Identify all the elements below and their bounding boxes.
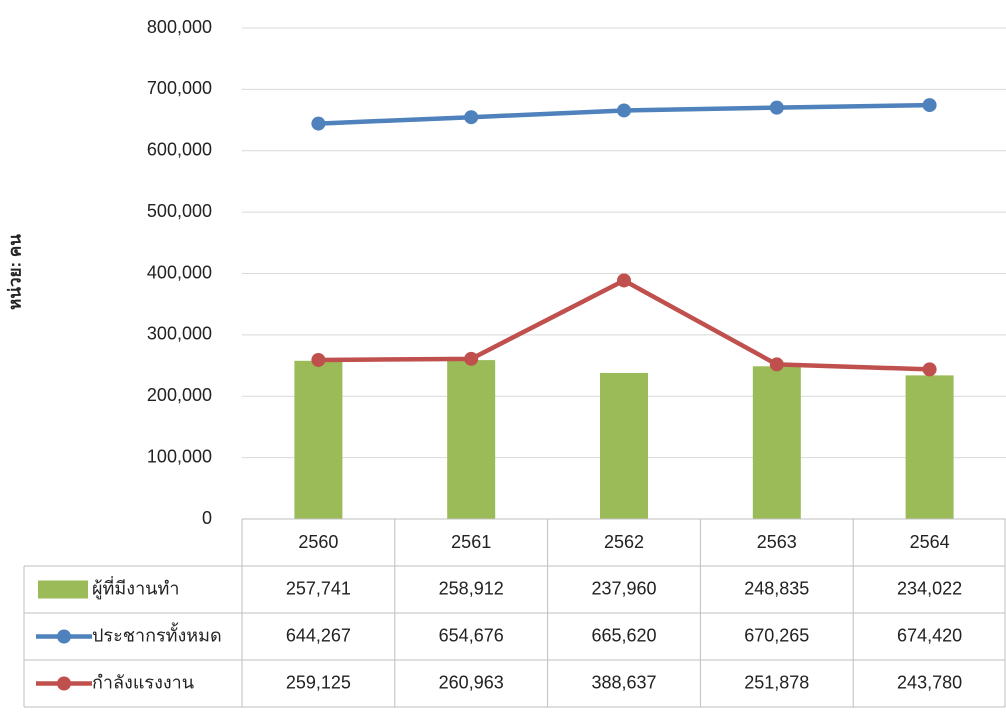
y-tick-label: 600,000 [147,140,212,160]
line [318,278,930,372]
marker [311,352,326,367]
marker [464,351,479,366]
bar [294,360,343,519]
x-tick-label: 2560 [298,532,338,552]
marker [464,110,479,125]
table-value: 237,960 [591,578,656,598]
table-value: 670,265 [744,625,809,645]
table-value: 644,267 [286,625,351,645]
marker [311,116,326,131]
y-tick-label: 400,000 [147,262,212,282]
y-tick-label: 800,000 [147,17,212,37]
table-value: 674,420 [897,625,962,645]
table-value: 260,963 [439,672,504,692]
marker [922,98,937,113]
y-tick-label: 100,000 [147,446,212,466]
y-axis-label: หน่วย: คน [5,234,24,310]
marker [922,362,937,377]
legend-key [38,580,88,599]
x-tick-label: 2562 [604,532,644,552]
table-value: 248,835 [744,578,809,598]
bar [905,375,954,519]
table-value: 654,676 [439,625,504,645]
bar [600,372,648,519]
x-tick-label: 2563 [757,532,797,552]
marker [769,357,784,372]
y-tick-label: 300,000 [147,324,212,344]
marker [617,273,631,288]
y-tick-label: 200,000 [147,385,212,405]
table-value: 258,912 [439,578,504,598]
marker [617,103,631,118]
x-tick-label: 2564 [910,532,950,552]
bar [447,360,496,519]
table-value: 243,780 [897,672,962,692]
legend-label: กำลังแรงงาน [92,672,194,692]
legend-label: ผู้ที่มีงานทำ [92,575,179,599]
table-value: 234,022 [897,578,962,598]
table-value: 388,637 [591,672,656,692]
y-tick-label: 0 [202,508,212,528]
legend-key [57,629,71,644]
legend-label: ประชากรทั้งหมด [92,622,222,645]
y-tick-label: 500,000 [147,201,212,221]
legend-key [57,676,71,691]
x-tick-label: 2561 [451,532,491,552]
table-value: 251,878 [744,672,809,692]
table-value: 259,125 [286,672,351,692]
bar [752,366,801,519]
table-value: 257,741 [286,578,351,598]
marker [769,100,784,115]
y-tick-label: 700,000 [147,78,212,98]
table-value: 665,620 [591,625,656,645]
